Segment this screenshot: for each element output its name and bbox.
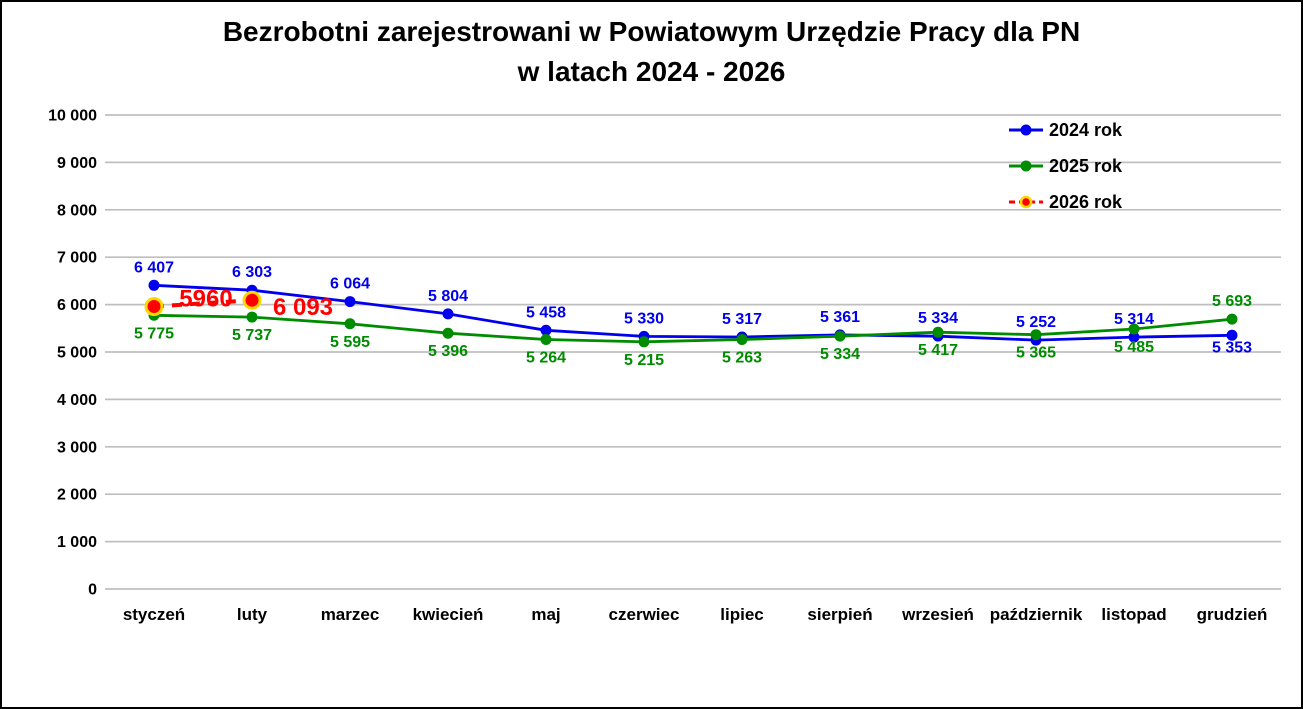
legend-dot xyxy=(1020,160,1032,172)
series-line-2025-rok xyxy=(153,313,1233,344)
data-point-2025-rok xyxy=(442,327,454,339)
data-point-2024-rok xyxy=(540,324,552,336)
data-point-2024-rok xyxy=(148,279,160,291)
data-label-2024-rok: 5 334 xyxy=(918,310,958,327)
data-point-2025-rok xyxy=(246,311,258,323)
chart-title-line2: w latach 2024 - 2026 xyxy=(517,56,786,87)
data-label-2024-rok: 5 252 xyxy=(1016,314,1056,331)
data-label-2025-rok: 5 595 xyxy=(330,334,370,351)
x-axis-label: styczeń xyxy=(123,605,185,624)
x-axis-label: marzec xyxy=(321,605,380,624)
data-label-2024-rok: 5 361 xyxy=(820,309,860,326)
chart-title-line1: Bezrobotni zarejestrowani w Powiatowym U… xyxy=(222,16,1081,47)
data-label-2025-rok: 5 264 xyxy=(526,349,566,366)
data-label-2024-rok: 6 407 xyxy=(134,259,174,276)
data-point-2025-rok xyxy=(834,330,846,342)
legend-item-2025: 2025 rok xyxy=(1008,148,1122,184)
legend-item-2026: 2026 rok xyxy=(1008,184,1122,220)
data-label-2025-rok: 5 365 xyxy=(1016,345,1056,362)
x-axis-label: lipiec xyxy=(720,605,763,624)
data-label-2025-rok: 5 263 xyxy=(722,350,762,367)
y-axis-label: 3 000 xyxy=(57,439,97,456)
data-label-2024-rok: 5 804 xyxy=(428,288,468,305)
data-label-2025-rok: 5 737 xyxy=(232,327,272,344)
legend-dot xyxy=(1019,195,1033,209)
data-point-2025-rok xyxy=(638,336,650,348)
legend-marker-2024-icon xyxy=(1009,124,1043,136)
y-axis-label: 7 000 xyxy=(57,250,97,267)
data-point-2025-rok xyxy=(344,318,356,330)
y-axis-label: 2 000 xyxy=(57,487,97,504)
x-axis-label: czerwiec xyxy=(609,605,680,624)
y-axis-label: 6 000 xyxy=(57,297,97,314)
data-point-2026-rok xyxy=(242,290,262,310)
data-point-2026-rok xyxy=(144,296,164,316)
x-axis-label: grudzień xyxy=(1197,605,1268,624)
legend-dot xyxy=(1020,124,1032,136)
x-axis-label: kwiecień xyxy=(413,605,484,624)
data-label-2025-rok: 5 396 xyxy=(428,343,468,360)
data-point-2025-rok xyxy=(736,334,748,346)
data-point-2025-rok xyxy=(1128,323,1140,335)
x-axis-label: wrzesień xyxy=(901,605,974,624)
data-label-2026-rok: 5960 xyxy=(179,285,232,312)
legend-label-2026: 2026 rok xyxy=(1049,191,1123,212)
data-label-2024-rok: 5 330 xyxy=(624,310,664,327)
chart-title: Bezrobotni zarejestrowani w Powiatowym U… xyxy=(2,12,1301,92)
x-axis-label: sierpień xyxy=(807,605,872,624)
data-point-2024-rok xyxy=(442,308,454,320)
data-label-2024-rok: 6 064 xyxy=(330,276,370,293)
data-label-2025-rok: 5 775 xyxy=(134,325,174,342)
data-point-2024-rok xyxy=(1226,329,1238,341)
legend-label-2024: 2024 rok xyxy=(1049,119,1123,140)
data-label-2024-rok: 5 458 xyxy=(526,304,566,321)
data-point-2024-rok xyxy=(344,296,356,308)
data-point-2025-rok xyxy=(1030,329,1042,341)
legend: 2024 rok 2025 rok 2026 rok xyxy=(1008,112,1122,220)
y-axis-label: 10 000 xyxy=(48,108,97,125)
series-line-2026-rok xyxy=(153,298,253,309)
y-axis-label: 5 000 xyxy=(57,345,97,362)
data-label-2025-rok: 5 334 xyxy=(820,346,860,363)
x-axis-label: listopad xyxy=(1101,605,1166,624)
data-label-2026-rok: 6 093 xyxy=(273,294,333,321)
data-label-2025-rok: 5 215 xyxy=(624,352,664,369)
y-axis-label: 9 000 xyxy=(57,155,97,172)
data-label-2025-rok: 5 485 xyxy=(1114,339,1154,356)
x-axis-label: luty xyxy=(237,605,268,624)
data-point-2025-rok xyxy=(1226,313,1238,325)
y-axis-label: 1 000 xyxy=(57,534,97,551)
y-axis-label: 8 000 xyxy=(57,202,97,219)
data-point-2025-rok xyxy=(540,333,552,345)
data-point-2025-rok xyxy=(932,326,944,338)
data-label-2024-rok: 5 353 xyxy=(1212,339,1252,356)
series-line-2024-rok xyxy=(153,283,1233,342)
data-label-2025-rok: 5 693 xyxy=(1212,293,1252,310)
x-axis-label: maj xyxy=(531,605,560,624)
data-label-2024-rok: 6 303 xyxy=(232,264,272,281)
legend-marker-2025-icon xyxy=(1009,160,1043,172)
data-point-2024-rok xyxy=(1128,331,1140,343)
legend-marker-2026-icon xyxy=(1009,195,1043,209)
data-label-2025-rok: 5 417 xyxy=(918,342,958,359)
legend-item-2024: 2024 rok xyxy=(1008,112,1122,148)
x-axis-label: październik xyxy=(990,605,1083,624)
data-label-2024-rok: 5 314 xyxy=(1114,311,1154,328)
y-axis-label: 0 xyxy=(88,582,97,599)
data-label-2024-rok: 5 317 xyxy=(722,311,762,328)
y-axis-label: 4 000 xyxy=(57,392,97,409)
legend-label-2025: 2025 rok xyxy=(1049,155,1123,176)
